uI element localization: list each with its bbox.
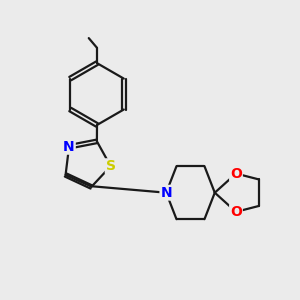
Text: O: O <box>230 205 242 219</box>
Text: N: N <box>63 140 75 154</box>
Text: O: O <box>230 167 242 181</box>
Text: N: N <box>160 186 172 200</box>
Text: S: S <box>106 159 116 173</box>
